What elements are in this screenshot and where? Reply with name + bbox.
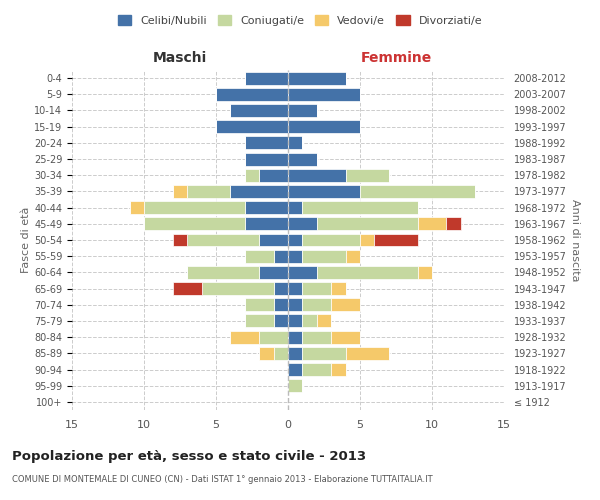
Bar bbox=[245, 250, 274, 262]
Bar bbox=[288, 347, 302, 360]
Bar bbox=[288, 330, 302, 344]
Bar bbox=[418, 218, 446, 230]
Bar bbox=[288, 120, 360, 133]
Bar bbox=[173, 282, 202, 295]
Bar bbox=[245, 298, 274, 311]
Bar bbox=[230, 104, 288, 117]
Bar bbox=[245, 314, 274, 328]
Bar bbox=[288, 152, 317, 166]
Bar bbox=[288, 136, 302, 149]
Y-axis label: Fasce di età: Fasce di età bbox=[21, 207, 31, 273]
Bar bbox=[288, 169, 346, 181]
Bar bbox=[288, 104, 317, 117]
Bar bbox=[302, 298, 331, 311]
Text: Popolazione per età, sesso e stato civile - 2013: Popolazione per età, sesso e stato civil… bbox=[12, 450, 366, 463]
Bar bbox=[288, 201, 302, 214]
Bar bbox=[274, 314, 288, 328]
Bar bbox=[173, 234, 187, 246]
Bar bbox=[144, 201, 245, 214]
Bar bbox=[173, 185, 187, 198]
Bar bbox=[446, 218, 461, 230]
Bar bbox=[187, 185, 230, 198]
Bar bbox=[302, 330, 331, 344]
Bar bbox=[302, 314, 317, 328]
Bar bbox=[346, 347, 389, 360]
Bar bbox=[317, 266, 418, 279]
Bar bbox=[216, 88, 288, 101]
Bar bbox=[302, 347, 346, 360]
Bar bbox=[202, 282, 274, 295]
Bar bbox=[331, 330, 360, 344]
Bar bbox=[274, 298, 288, 311]
Bar bbox=[187, 266, 259, 279]
Bar bbox=[288, 250, 302, 262]
Bar bbox=[288, 314, 302, 328]
Bar bbox=[288, 234, 302, 246]
Bar bbox=[259, 330, 288, 344]
Bar bbox=[216, 120, 288, 133]
Bar bbox=[302, 234, 360, 246]
Bar bbox=[288, 72, 346, 85]
Bar bbox=[187, 234, 259, 246]
Bar bbox=[302, 282, 331, 295]
Bar bbox=[418, 266, 432, 279]
Bar bbox=[259, 169, 288, 181]
Bar bbox=[331, 298, 360, 311]
Legend: Celibi/Nubili, Coniugati/e, Vedovi/e, Divorziati/e: Celibi/Nubili, Coniugati/e, Vedovi/e, Di… bbox=[113, 10, 487, 30]
Bar bbox=[360, 185, 475, 198]
Bar bbox=[302, 250, 346, 262]
Bar bbox=[317, 314, 331, 328]
Bar bbox=[245, 201, 288, 214]
Bar bbox=[245, 152, 288, 166]
Bar bbox=[274, 282, 288, 295]
Bar bbox=[245, 72, 288, 85]
Bar bbox=[288, 266, 317, 279]
Bar bbox=[346, 250, 360, 262]
Bar bbox=[259, 234, 288, 246]
Bar bbox=[302, 201, 418, 214]
Bar bbox=[259, 266, 288, 279]
Text: Femmine: Femmine bbox=[361, 51, 431, 65]
Y-axis label: Anni di nascita: Anni di nascita bbox=[571, 198, 580, 281]
Bar bbox=[259, 347, 274, 360]
Bar bbox=[302, 363, 331, 376]
Bar bbox=[374, 234, 418, 246]
Bar bbox=[288, 298, 302, 311]
Bar bbox=[274, 347, 288, 360]
Bar bbox=[288, 282, 302, 295]
Bar bbox=[274, 250, 288, 262]
Bar bbox=[288, 185, 360, 198]
Bar bbox=[288, 218, 317, 230]
Bar bbox=[331, 363, 346, 376]
Bar bbox=[288, 88, 360, 101]
Bar bbox=[288, 363, 302, 376]
Text: COMUNE DI MONTEMALE DI CUNEO (CN) - Dati ISTAT 1° gennaio 2013 - Elaborazione TU: COMUNE DI MONTEMALE DI CUNEO (CN) - Dati… bbox=[12, 475, 433, 484]
Bar bbox=[317, 218, 418, 230]
Bar bbox=[130, 201, 144, 214]
Bar bbox=[245, 218, 288, 230]
Bar bbox=[346, 169, 389, 181]
Bar bbox=[331, 282, 346, 295]
Bar bbox=[144, 218, 245, 230]
Bar bbox=[360, 234, 374, 246]
Bar bbox=[245, 136, 288, 149]
Bar bbox=[245, 169, 259, 181]
Bar bbox=[288, 379, 302, 392]
Text: Maschi: Maschi bbox=[153, 51, 207, 65]
Bar bbox=[230, 330, 259, 344]
Bar bbox=[230, 185, 288, 198]
